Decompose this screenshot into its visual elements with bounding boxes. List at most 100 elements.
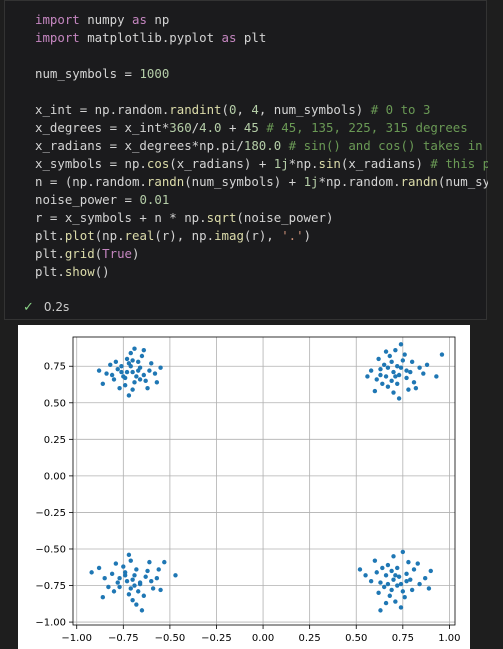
data-point: [385, 365, 391, 370]
code-line[interactable]: import matplotlib.pyplot as plt: [35, 30, 267, 45]
code-line[interactable]: x_symbols = np.cos(x_radians) + 1j*np.si…: [35, 156, 488, 171]
data-point: [126, 552, 132, 558]
data-point: [115, 366, 120, 372]
y-tick-label: 0.25: [44, 435, 66, 446]
data-point: [121, 564, 126, 569]
data-point: [147, 368, 152, 373]
code-line[interactable]: noise_power = 0.01: [35, 192, 170, 207]
data-point: [109, 571, 115, 577]
data-point: [100, 595, 106, 600]
data-point: [368, 578, 374, 584]
plot-frame: [72, 336, 456, 626]
data-point: [128, 350, 133, 356]
data-point: [391, 554, 396, 559]
data-point: [363, 573, 368, 578]
data-point: [96, 565, 102, 571]
code-line[interactable]: import numpy as np: [35, 12, 170, 27]
data-point: [134, 567, 139, 572]
data-point: [368, 368, 374, 373]
y-tick-label: 0.75: [44, 362, 66, 373]
code-editor[interactable]: import numpy as np import matplotlib.pypl…: [35, 11, 488, 281]
code-line[interactable]: plt.show(): [35, 264, 110, 279]
code-line[interactable]: n = (np.random.randn(num_symbols) + 1j*n…: [35, 174, 488, 189]
data-point: [128, 364, 133, 369]
data-point: [380, 381, 385, 386]
data-point: [387, 353, 392, 359]
data-point: [139, 608, 145, 613]
data-point: [143, 378, 148, 384]
data-point: [385, 581, 391, 587]
code-line[interactable]: [35, 83, 488, 101]
code-cell[interactable]: import numpy as np import matplotlib.pypl…: [4, 0, 488, 320]
data-point: [381, 362, 387, 367]
x-tick-label: 0.25: [299, 633, 321, 644]
data-point: [89, 570, 94, 575]
data-point: [130, 369, 135, 375]
data-point: [387, 593, 392, 598]
data-point: [117, 576, 122, 581]
data-point: [402, 595, 407, 600]
code-line[interactable]: plt.grid(True): [35, 246, 140, 261]
data-point: [378, 372, 383, 378]
code-line[interactable]: x_int = np.random.randint(0, 4, num_symb…: [35, 102, 431, 117]
data-point: [111, 377, 117, 382]
data-point: [149, 361, 154, 366]
data-point: [145, 385, 150, 391]
code-line[interactable]: r = x_symbols + n * np.sqrt(noise_power): [35, 210, 334, 225]
data-point: [393, 347, 398, 353]
data-point: [117, 584, 122, 590]
x-tick-label: −0.75: [108, 633, 139, 644]
data-point: [374, 570, 379, 575]
data-point: [409, 359, 415, 365]
data-point: [137, 580, 143, 585]
data-point: [132, 573, 137, 578]
cell-status: ✓ 0.2s: [23, 297, 69, 317]
x-tick-label: −0.50: [155, 633, 186, 644]
x-tick-label: −0.25: [201, 633, 232, 644]
data-point: [374, 377, 379, 382]
data-point: [119, 369, 124, 375]
data-point: [396, 574, 402, 579]
data-point: [381, 584, 387, 590]
code-line[interactable]: plt.plot(np.real(r), np.imag(r), '.'): [35, 228, 312, 243]
checkmark-icon: ✓: [23, 299, 34, 315]
data-point: [393, 573, 398, 578]
data-point: [398, 342, 404, 347]
data-point: [124, 578, 130, 584]
data-point: [411, 567, 417, 572]
data-point: [130, 387, 135, 392]
code-line[interactable]: [35, 47, 488, 65]
data-point: [378, 580, 383, 585]
data-point: [147, 559, 152, 565]
data-point: [395, 364, 400, 369]
data-point: [111, 589, 117, 594]
data-point: [408, 369, 413, 375]
y-tick-label: 0.50: [44, 398, 66, 409]
code-line[interactable]: x_degrees = x_int*360/4.0 + 45 # 45, 135…: [35, 120, 468, 135]
data-point: [417, 581, 422, 587]
data-point: [398, 581, 404, 587]
data-point: [357, 567, 363, 572]
data-point: [404, 375, 409, 381]
data-point: [376, 356, 381, 362]
data-point: [409, 587, 415, 593]
data-point: [400, 549, 406, 555]
data-point: [396, 396, 402, 401]
data-point: [396, 372, 402, 378]
data-point: [132, 380, 137, 385]
data-point: [126, 393, 132, 398]
data-point: [389, 359, 394, 365]
data-point: [404, 368, 409, 373]
code-line[interactable]: num_symbols = 1000: [35, 66, 170, 81]
data-point: [389, 568, 394, 574]
data-point: [113, 561, 119, 566]
data-point: [109, 372, 115, 378]
data-point: [391, 390, 396, 395]
data-point: [372, 388, 378, 394]
data-point: [434, 374, 439, 379]
data-point: [136, 589, 141, 594]
code-line[interactable]: x_radians = x_degrees*np.pi/180.0 # sin(…: [35, 138, 483, 153]
data-point: [389, 378, 394, 384]
data-points: [89, 342, 445, 613]
data-point: [395, 381, 400, 386]
